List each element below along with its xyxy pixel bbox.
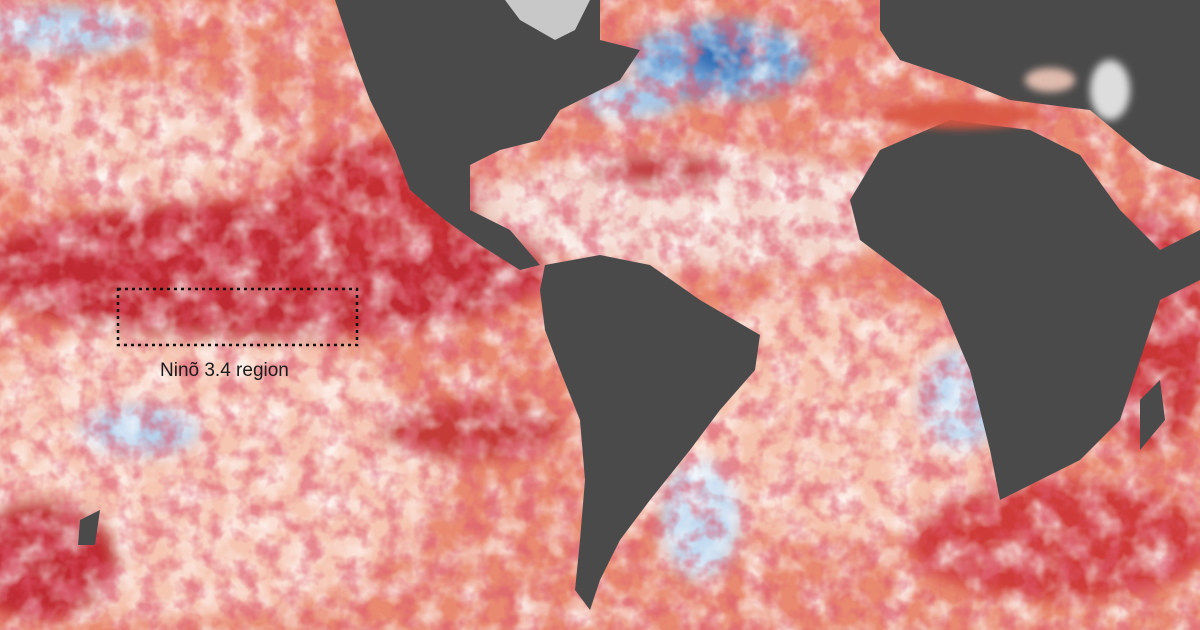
inland-seas (880, 60, 1130, 129)
nino-region-box (116, 287, 359, 347)
region-label: Ninõ 3.4 region (160, 360, 289, 381)
madagascar (1140, 380, 1165, 450)
greenland (505, 0, 590, 40)
south-america (540, 255, 760, 610)
north-america (335, 0, 640, 270)
island (78, 510, 100, 545)
africa (850, 120, 1200, 500)
